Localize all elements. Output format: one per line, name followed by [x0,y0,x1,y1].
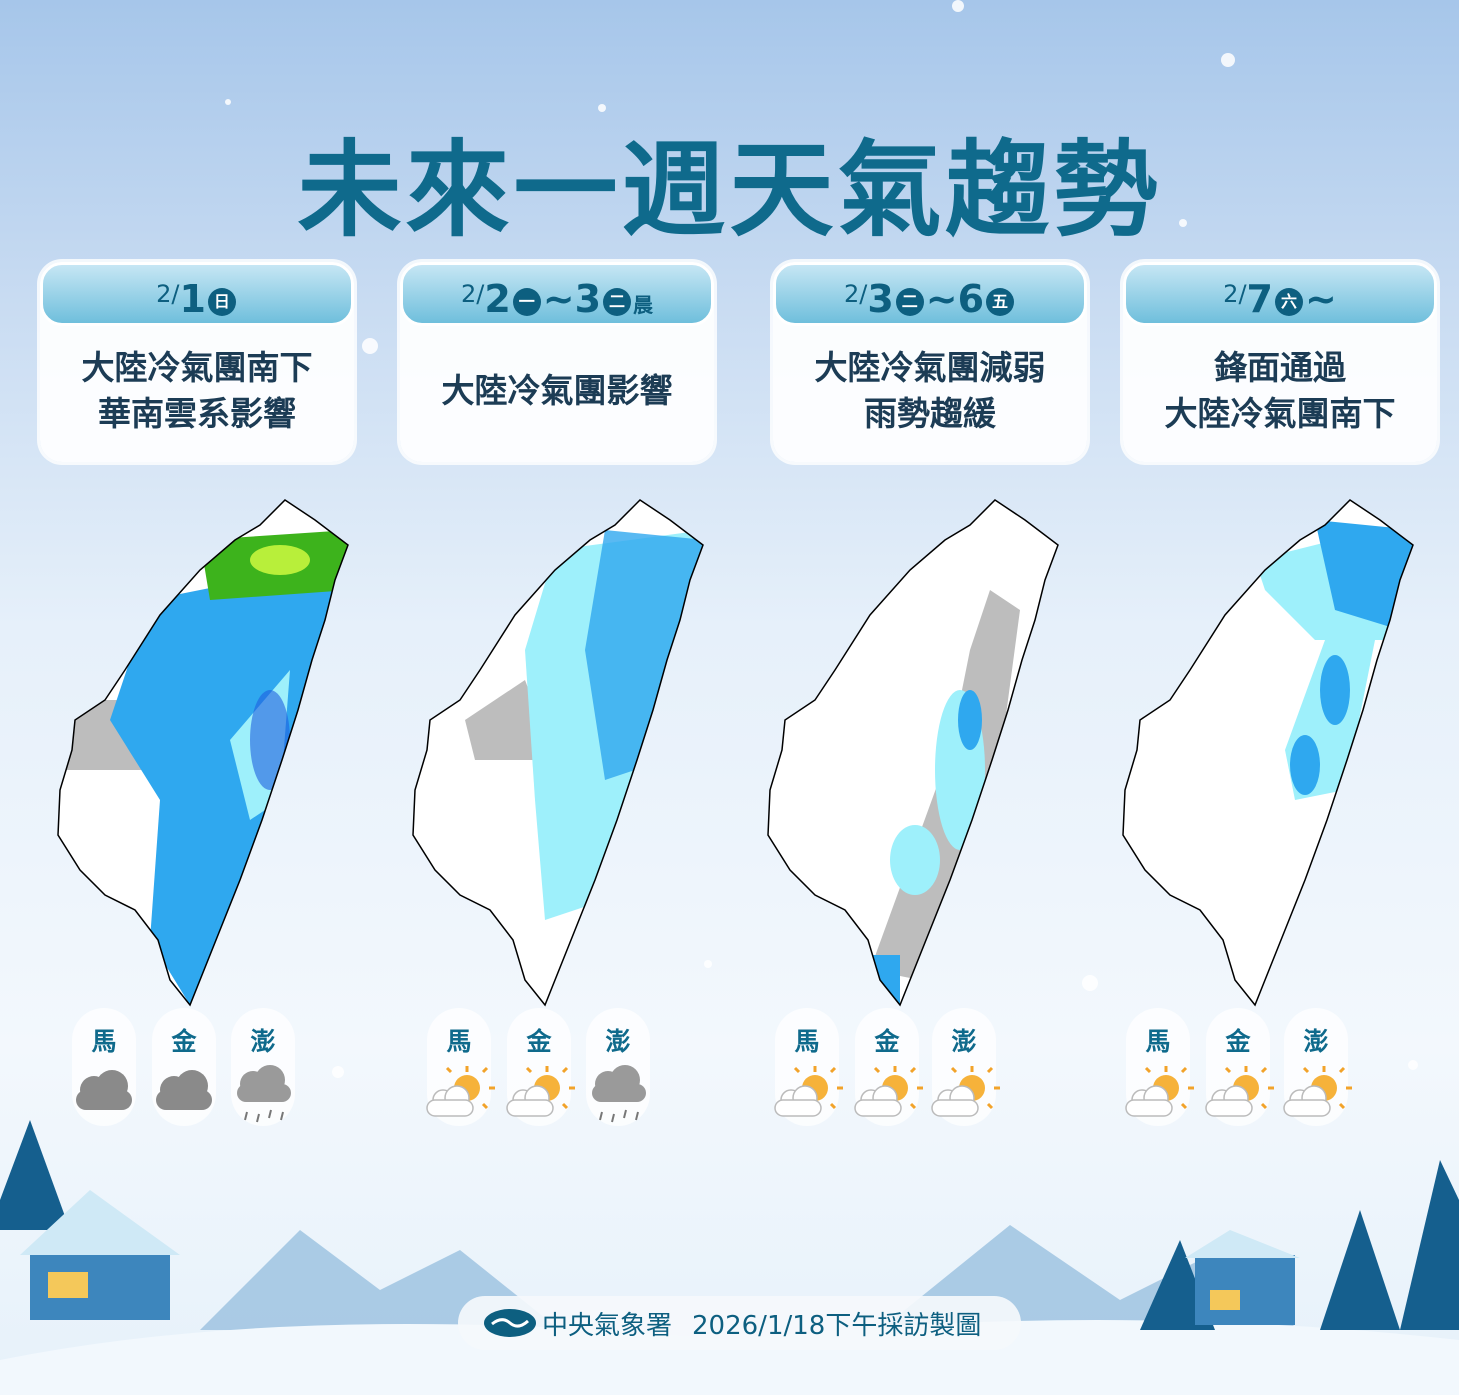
day: 1 [179,277,206,321]
weekday-badge: 五 [986,287,1015,316]
outlying-island-forecast: 馬 [72,1008,136,1126]
outlying-island-forecast: 澎 [586,1008,650,1126]
weekday-badge: 日 [207,287,236,316]
production-note: 2026/1/18下午採訪製圖 [692,1310,982,1341]
island-name: 馬 [1145,1027,1171,1056]
date-suffix: ~ [1304,277,1337,321]
day: 2 [484,277,511,321]
outlying-island-forecast: 澎 [1283,1008,1352,1126]
weekday-badge: 一 [512,287,541,316]
month: 2/ [460,280,485,308]
outlying-island-forecast: 馬 [1125,1008,1194,1126]
island-name: 金 [526,1027,552,1056]
forecast-panel-feb1: 2/1 日 大陸冷氣團南下 華南雲系影響 [40,262,354,462]
outlying-island-forecast: 馬 [774,1008,843,1126]
agency-name: 中央氣象署 [542,1310,673,1341]
outlying-island-forecast: 澎 [931,1008,1000,1126]
description-line: 大陸冷氣團減弱 [814,348,1046,387]
island-name: 馬 [794,1027,820,1056]
outlying-island-forecast: 金 [506,1008,575,1126]
island-name: 金 [874,1027,900,1056]
forecast-panel-feb2-3: 2/2 一 ~3 二晨 大陸冷氣團影響 [400,262,714,462]
map-feb1 [57,499,349,1006]
range-day: ~3 [542,277,602,321]
footer-credit: 中央氣象署 2026/1/18下午採訪製圖 [458,1296,1021,1350]
outlying-island-forecast: 金 [1205,1008,1274,1126]
page-title: 未來一週天氣趨勢 [297,129,1162,251]
month: 2/ [1223,280,1247,308]
weekday-badge: 二 [603,287,632,316]
description-line: 大陸冷氣團影響 [441,371,673,410]
forecast-panel-feb7: 2/7 六 ~ 鋒面通過大陸冷氣團南下 [1123,262,1437,462]
outlying-island-forecast: 澎 [231,1008,295,1126]
description-line: 大陸冷氣團南下 [1164,394,1396,433]
map-feb7 [1122,499,1414,1006]
month: 2/ [843,280,868,308]
forecast-panel-feb3-6: 2/3 二 ~6 五 大陸冷氣團減弱 雨勢趨緩 [773,262,1087,462]
day: 7 [1246,277,1273,321]
date-tab: 2/3 二 ~6 五 [773,262,1087,326]
cwa-logo-icon [484,1309,536,1337]
date-suffix: 晨 [633,293,654,317]
date-tab: 2/7 六 ~ [1123,262,1437,326]
description-line: 雨勢趨緩 [864,394,996,433]
outlying-island-forecast: 馬 [426,1008,495,1126]
description-line: 鋒面通過 [1214,348,1346,387]
outlying-island-forecast: 金 [152,1008,216,1126]
day: 3 [867,277,894,321]
map-feb2-3 [412,499,704,1006]
island-name: 馬 [91,1027,117,1056]
description-line: 華南雲系影響 [98,394,296,433]
outlying-island-forecast: 金 [854,1008,923,1126]
island-name: 馬 [446,1027,472,1056]
map-feb3-6 [767,499,1059,1006]
island-name: 金 [171,1027,197,1056]
weekday-badge: 六 [1274,287,1303,316]
weekday-badge: 二 [895,287,924,316]
month: 2/ [156,280,180,308]
date-tab: 2/1 日 [40,262,354,326]
island-name: 澎 [250,1027,276,1056]
island-name: 澎 [1303,1027,1329,1056]
island-name: 澎 [605,1027,631,1056]
island-name: 澎 [951,1027,977,1056]
date-tab: 2/2 一 ~3 二晨 [400,262,714,326]
range-day: ~6 [925,277,985,321]
island-name: 金 [1225,1027,1251,1056]
description-line: 大陸冷氣團南下 [81,348,313,387]
